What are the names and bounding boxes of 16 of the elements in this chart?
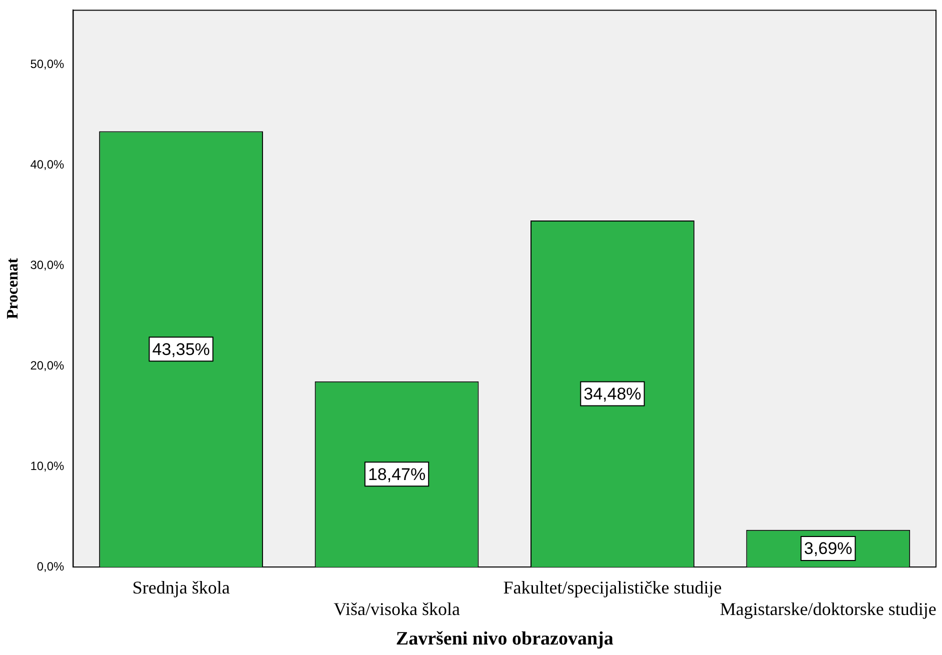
x-tick-label: Magistarske/doktorske studije xyxy=(720,599,936,620)
data-label: 3,69% xyxy=(804,539,852,558)
x-axis-title: Završeni nivo obrazovanja xyxy=(396,628,614,650)
y-tick-label: 50,0% xyxy=(30,56,65,71)
y-tick-label: 10,0% xyxy=(30,458,65,473)
y-tick-label: 30,0% xyxy=(30,258,65,272)
data-label: 18,47% xyxy=(368,464,426,484)
data-label: 43,35% xyxy=(152,340,210,359)
y-axis-title: Procenat xyxy=(4,257,22,320)
x-tick-label: Viša/visoka škola xyxy=(334,599,460,620)
x-tick-label: Srednja škola xyxy=(132,578,230,598)
y-tick-label: 0,0% xyxy=(36,559,65,574)
y-tick-label: 20,0% xyxy=(30,358,65,372)
x-tick-label: Fakultet/specijalističke studije xyxy=(503,578,722,598)
y-tick-label: 40,0% xyxy=(30,157,65,172)
data-label: 34,48% xyxy=(584,384,642,404)
